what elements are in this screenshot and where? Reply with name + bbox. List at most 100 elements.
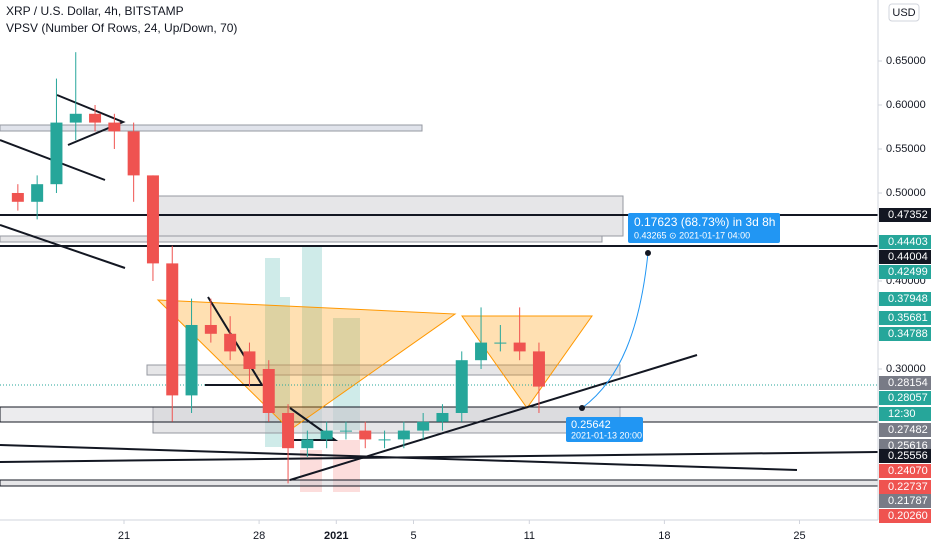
y-tick-label: 0.65000: [886, 55, 926, 67]
price-tag-label: 0.25556: [888, 450, 928, 462]
price-tag-label: 0.28154: [888, 377, 928, 389]
candle-body: [397, 430, 410, 440]
candle-body: [455, 360, 468, 413]
x-tick-label: 5: [410, 530, 416, 542]
zone: [0, 479, 879, 487]
price-tag: [879, 208, 931, 222]
price-tag: [879, 292, 931, 306]
volume-profile: [280, 297, 290, 447]
x-tick-label: 28: [253, 530, 265, 542]
trend-line: [0, 224, 126, 269]
price-tag: [879, 376, 931, 390]
candle-body: [532, 351, 545, 387]
candle-body: [89, 113, 102, 123]
candle-body: [320, 430, 333, 440]
price-tag-label: 0.44403: [888, 236, 928, 248]
price-tag: [879, 311, 931, 325]
price-tag-label: 0.21787: [888, 495, 928, 507]
candle-body: [417, 421, 430, 431]
zone: [152, 406, 621, 434]
price-tag-label: 0.27482: [888, 424, 928, 436]
x-tick-label: 11: [524, 530, 535, 542]
price-tag: [879, 509, 931, 523]
measure-headline: 0.17623 (68.73%) in 3d 8h: [634, 215, 775, 229]
zone: [0, 124, 423, 132]
price-tag-label: 0.28057: [888, 392, 928, 404]
candle-body: [262, 368, 275, 413]
price-tag-label: 0.24070: [888, 465, 928, 477]
price-tag: [879, 265, 931, 279]
price-tag-label: 0.37948: [888, 293, 928, 305]
measure-target: 0.43265 ⊙ 2021-01-17 04:00: [634, 230, 750, 240]
candle-body: [475, 342, 488, 361]
price-tag: [879, 407, 931, 421]
measure-box: [628, 213, 780, 243]
candle-body: [339, 430, 352, 432]
price-tag: [879, 464, 931, 478]
currency-button[interactable]: [888, 3, 920, 22]
price-tag: [879, 480, 931, 494]
candle-body: [31, 184, 44, 202]
trend-line: [289, 354, 698, 481]
price-tag: [879, 250, 931, 264]
y-tick-label: 0.55000: [886, 143, 926, 155]
price-tag-label: 0.47352: [888, 209, 928, 221]
measure-start: 0.25642: [571, 419, 611, 431]
candle-body: [359, 430, 372, 440]
candle-body: [378, 439, 391, 441]
trend-line: [0, 451, 879, 463]
price-tag-label: 12:30: [888, 408, 916, 420]
candle-body: [11, 192, 24, 202]
candle-body: [224, 333, 237, 352]
price-tag: [879, 449, 931, 463]
candle-body: [185, 324, 198, 396]
trend-line: [56, 94, 126, 146]
measure-box: [566, 417, 643, 442]
price-tag: [879, 327, 931, 341]
y-tick-label: 0.60000: [886, 99, 926, 111]
pattern: [461, 315, 593, 409]
trend-line: [205, 296, 264, 386]
price-tag: [879, 391, 931, 405]
x-tick-label: 25: [793, 530, 805, 542]
price-tag-label: 0.42499: [888, 266, 928, 278]
measure-path: [581, 252, 649, 409]
time-axis: [0, 520, 878, 550]
candle-body: [108, 122, 121, 132]
candle-body: [50, 122, 63, 185]
price-tag: [879, 423, 931, 437]
candle-body: [513, 342, 526, 352]
candle-body: [146, 175, 159, 264]
pattern: [156, 299, 457, 431]
zone: [0, 235, 603, 243]
volume-profile: [302, 245, 322, 440]
price-tag-label: 0.25616: [888, 440, 928, 452]
candle-body: [436, 412, 449, 422]
currency-label[interactable]: USD: [892, 7, 915, 19]
x-tick-label: 2021: [324, 530, 348, 542]
indicator-label: VPSV (Number Of Rows, 24, Up/Down, 70): [6, 21, 237, 35]
price-tag-label: 0.22737: [888, 481, 928, 493]
candle-body: [243, 351, 256, 369]
zone: [146, 364, 621, 376]
candle-body: [301, 439, 314, 449]
y-tick-label: 0.50000: [886, 187, 926, 199]
price-tag-label: 0.20260: [888, 510, 928, 522]
y-tick-label: 0.30000: [886, 363, 926, 375]
measure-start-time: 2021-01-13 20:00: [571, 430, 642, 440]
candle-body: [127, 131, 140, 176]
price-tag-label: 0.35681: [888, 312, 928, 324]
measure-point: [645, 250, 651, 256]
measure-point: [579, 405, 585, 411]
volume-profile: [300, 450, 322, 492]
price-tag: [879, 235, 931, 249]
candle-body: [282, 412, 295, 449]
price-tag-label: 0.34788: [888, 328, 928, 340]
volume-profile: [333, 318, 360, 430]
candle-body: [69, 113, 82, 123]
price-tag-label: 0.44004: [888, 251, 928, 263]
x-tick-label: 18: [658, 530, 670, 542]
x-tick-label: 21: [118, 530, 130, 542]
